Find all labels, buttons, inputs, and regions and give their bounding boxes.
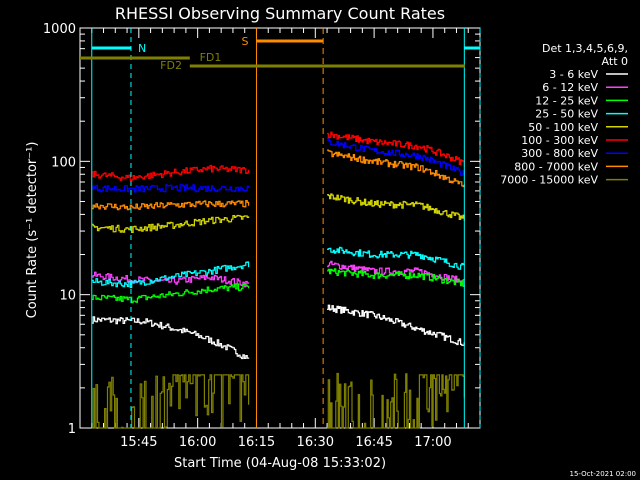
x-tick-label: 16:30 bbox=[297, 435, 334, 450]
x-axis-label: Start Time (04-Aug-08 15:33:02) bbox=[174, 456, 386, 471]
y-tick-label: 1000 bbox=[43, 22, 76, 37]
series-line-7000to15000keV-2 bbox=[327, 372, 465, 429]
series-line-300to800keV-1 bbox=[91, 184, 250, 193]
legend-entry-label: 6 - 12 keV bbox=[542, 81, 598, 94]
series-line-50to100keV-2 bbox=[327, 193, 465, 221]
fd2-label: FD2 bbox=[160, 59, 182, 72]
fd1-label: FD1 bbox=[200, 51, 222, 64]
series-line-7000to15000keV-1 bbox=[91, 374, 250, 429]
series-line-800to7000keV-2 bbox=[327, 149, 465, 188]
night-label: N bbox=[138, 42, 146, 55]
series-line-6to12keV-1 bbox=[91, 271, 250, 288]
series-line-12to25keV-1 bbox=[91, 283, 250, 304]
x-tick-label: 17:00 bbox=[414, 435, 451, 450]
legend-header: Det 1,3,4,5,6,9, bbox=[542, 42, 628, 55]
legend-entry-label: 100 - 300 keV bbox=[521, 134, 598, 147]
legend-entry-label: 7000 - 15000 keV bbox=[500, 174, 598, 187]
footer-date: 15-Oct-2021 02:00 bbox=[570, 470, 636, 478]
series-line-12to25keV-2 bbox=[327, 268, 465, 287]
legend-entry-label: 3 - 6 keV bbox=[549, 68, 598, 81]
x-tick-label: 16:15 bbox=[238, 435, 275, 450]
saa-label: S bbox=[241, 35, 248, 48]
series-line-3to6keV-2 bbox=[327, 304, 465, 346]
series-line-300to800keV-2 bbox=[327, 138, 465, 176]
series-line-25to50keV-2 bbox=[327, 246, 465, 270]
y-tick-label: 10 bbox=[59, 289, 76, 304]
x-tick-label: 15:45 bbox=[120, 435, 157, 450]
series-line-25to50keV-1 bbox=[91, 261, 250, 289]
x-tick-label: 16:00 bbox=[179, 435, 216, 450]
legend-entry-label: 25 - 50 keV bbox=[535, 108, 598, 121]
series-line-3to6keV-1 bbox=[91, 316, 250, 360]
legend-entry-label: 12 - 25 keV bbox=[535, 94, 598, 107]
series-line-800to7000keV-1 bbox=[91, 200, 250, 211]
legend-header: Att 0 bbox=[602, 55, 628, 68]
y-tick-label: 1 bbox=[68, 422, 76, 437]
series-line-100to300keV-2 bbox=[327, 131, 465, 167]
legend-entry-label: 800 - 7000 keV bbox=[514, 160, 598, 173]
series-line-50to100keV-1 bbox=[91, 214, 250, 233]
x-tick-label: 16:45 bbox=[355, 435, 392, 450]
legend-entry-label: 50 - 100 keV bbox=[528, 121, 598, 134]
legend-entry-label: 300 - 800 keV bbox=[521, 147, 598, 160]
series-line-100to300keV-1 bbox=[91, 164, 250, 182]
y-axis-label: Count Rate (s⁻¹ detector⁻¹) bbox=[25, 142, 40, 319]
chart-title: RHESSI Observing Summary Count Rates bbox=[115, 4, 445, 23]
y-tick-label: 100 bbox=[51, 155, 76, 170]
